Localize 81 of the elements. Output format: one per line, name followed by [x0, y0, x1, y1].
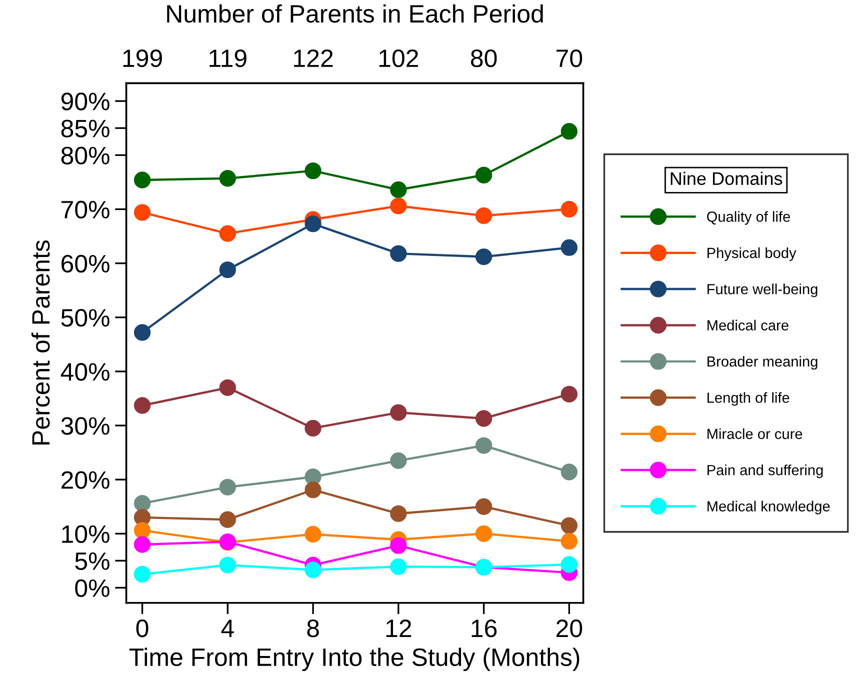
- point: [304, 162, 322, 180]
- point: [560, 200, 578, 218]
- point: [390, 245, 407, 262]
- y-tick-label: 60%: [62, 254, 110, 273]
- point: [475, 437, 492, 454]
- y-tick-label: 90%: [61, 92, 110, 110]
- x-tick-label: 0: [136, 620, 148, 638]
- point: [560, 532, 578, 550]
- point: [390, 404, 407, 421]
- y-tick-label: 70%: [62, 200, 110, 219]
- x-tick-label: 16: [472, 620, 497, 638]
- x-tick-label: 12: [386, 620, 412, 637]
- point: [219, 225, 236, 242]
- point: [219, 170, 236, 187]
- legend-label: Broader meaning: [708, 356, 818, 370]
- point: [560, 123, 578, 140]
- point: [475, 498, 492, 515]
- x-tick-label: 8: [307, 620, 319, 638]
- text: 122: [294, 49, 333, 67]
- point: [219, 556, 236, 574]
- x-tick-label: 4: [221, 620, 234, 637]
- legend-label: Pain and suffering: [708, 464, 823, 478]
- x-axis-title: Time From Entry Into the Study (Months): [129, 648, 580, 672]
- point: [304, 526, 322, 543]
- point: [475, 410, 492, 427]
- point: [560, 464, 578, 480]
- y-axis-title: Percent of Parents: [31, 240, 50, 445]
- text: 70: [556, 49, 582, 68]
- legend-label: Medical knowledge: [708, 500, 830, 514]
- x-tick-label: 20: [556, 620, 582, 638]
- point: [475, 525, 492, 542]
- point: [304, 420, 322, 437]
- point: [134, 522, 151, 539]
- point: [304, 482, 322, 498]
- legend-label: Length of life: [708, 392, 790, 406]
- point: [304, 215, 322, 232]
- point: [475, 166, 492, 184]
- legend-label: Medical care: [708, 320, 788, 330]
- legend-label: Miracle or cure: [708, 428, 802, 440]
- point: [219, 511, 236, 528]
- y-tick-label: 10%: [62, 525, 110, 543]
- point: [219, 379, 236, 396]
- point: [134, 495, 151, 512]
- point: [134, 566, 151, 583]
- text: 119: [210, 49, 246, 68]
- point: [560, 517, 578, 534]
- text: 199: [123, 49, 162, 68]
- point: [134, 324, 151, 341]
- point: [560, 556, 578, 573]
- y-tick-label: 50%: [61, 308, 110, 327]
- point: [390, 181, 407, 198]
- point: [219, 478, 236, 496]
- point: [390, 537, 407, 554]
- x2-axis-title: Number of Parents in Each Period: [167, 4, 543, 23]
- y-tick-label: 5%: [75, 552, 110, 570]
- y-tick-label: 40%: [60, 363, 110, 381]
- point: [560, 239, 578, 256]
- point: [390, 558, 407, 575]
- point: [219, 261, 236, 278]
- text: 80: [470, 49, 497, 68]
- point: [134, 536, 151, 553]
- point: [390, 198, 407, 214]
- y-tick-label: 80%: [61, 146, 110, 164]
- y-tick-label: 85%: [61, 120, 110, 138]
- point: [390, 505, 407, 522]
- legend-title: Nine Domains: [670, 172, 782, 185]
- point: [475, 248, 492, 266]
- point: [134, 397, 151, 414]
- point: [134, 204, 151, 221]
- legend-label: Future well-being: [708, 284, 818, 298]
- text: 102: [379, 49, 418, 68]
- point: [134, 172, 151, 188]
- legend-label: Quality of life: [707, 211, 790, 225]
- legend-label: Physical body: [708, 247, 796, 261]
- y-tick-label: 30%: [61, 417, 110, 435]
- point: [475, 207, 492, 224]
- y-tick-label: 0%: [75, 579, 110, 598]
- point: [304, 562, 322, 578]
- point: [560, 386, 578, 402]
- point: [390, 452, 407, 469]
- y-tick-label: 20%: [62, 471, 110, 489]
